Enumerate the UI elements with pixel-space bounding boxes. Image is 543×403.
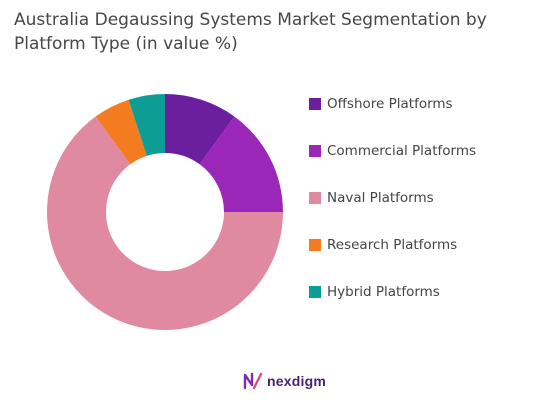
- legend-swatch-commercial-platforms: [309, 145, 321, 157]
- donut-slice-naval-platforms: [47, 116, 284, 331]
- legend-item-naval-platforms: Naval Platforms: [309, 187, 476, 234]
- legend-swatch-research-platforms: [309, 239, 321, 251]
- legend-label-naval-platforms: Naval Platforms: [327, 190, 434, 206]
- legend-item-research-platforms: Research Platforms: [309, 234, 476, 281]
- legend-label-commercial-platforms: Commercial Platforms: [327, 143, 477, 159]
- donut-slice-research-platforms: [95, 99, 147, 165]
- legend-item-commercial-platforms: Commercial Platforms: [309, 140, 476, 187]
- legend-swatch-naval-platforms: [309, 192, 321, 204]
- donut-slice-offshore-platforms: [165, 94, 235, 165]
- legend-label-hybrid-platforms: Hybrid Platforms: [327, 284, 440, 300]
- legend-swatch-offshore-platforms: [309, 98, 321, 110]
- legend-swatch-hybrid-platforms: [309, 286, 321, 298]
- chart-legend: Offshore Platforms Commercial Platforms …: [309, 93, 476, 328]
- brand-name: nexdigm: [267, 373, 326, 389]
- legend-item-offshore-platforms: Offshore Platforms: [309, 93, 476, 140]
- donut-slice-hybrid-platforms: [128, 94, 165, 156]
- legend-label-research-platforms: Research Platforms: [327, 237, 458, 253]
- brand-logo: nexdigm: [243, 372, 326, 390]
- legend-item-hybrid-platforms: Hybrid Platforms: [309, 281, 476, 328]
- donut-slice-commercial-platforms: [199, 116, 283, 212]
- nexdigm-logo-icon: [243, 372, 263, 390]
- legend-label-offshore-platforms: Offshore Platforms: [327, 96, 453, 112]
- chart-title: Australia Degaussing Systems Market Segm…: [14, 10, 487, 54]
